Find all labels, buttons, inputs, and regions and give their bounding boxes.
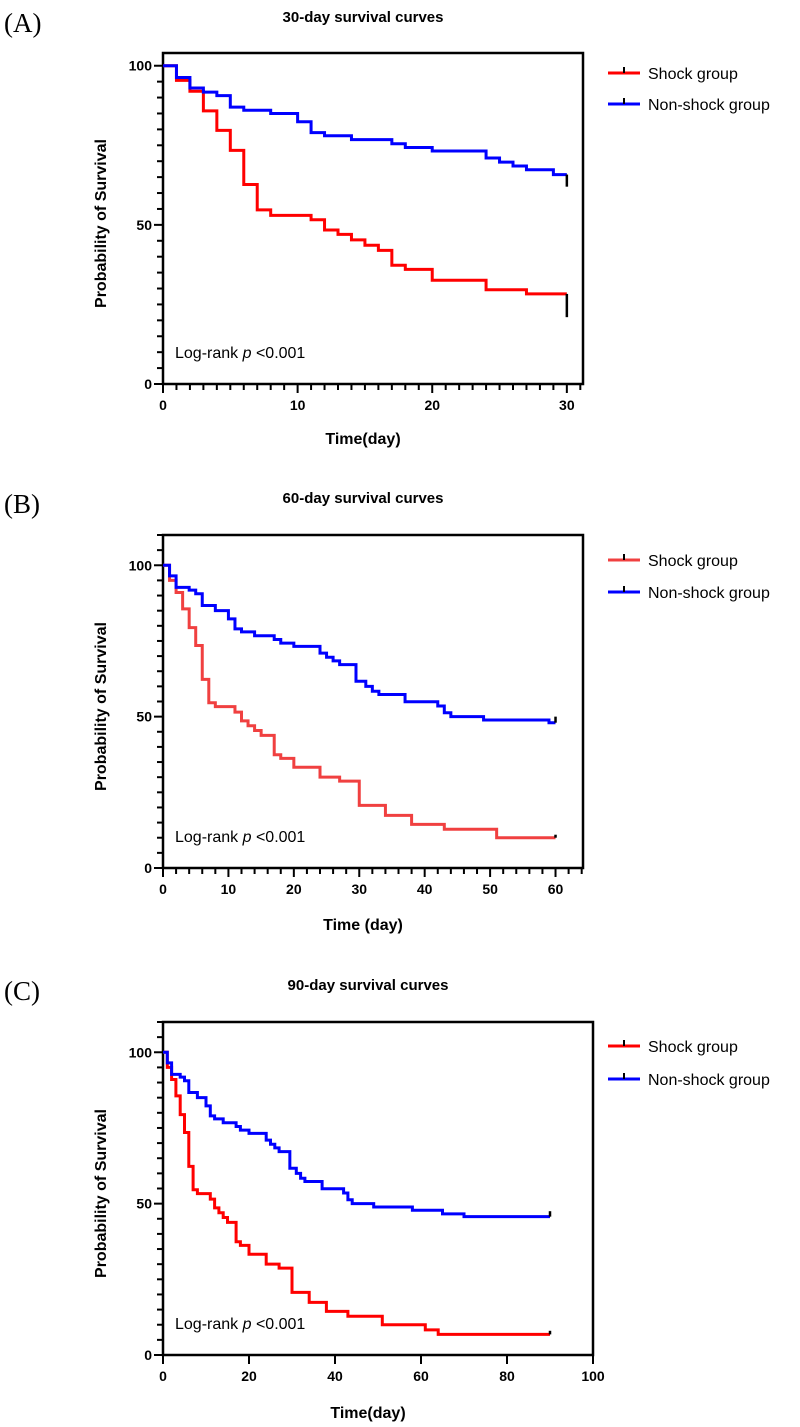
y-tick-label: 0 — [144, 376, 152, 392]
x-tick-label: 0 — [159, 1368, 167, 1384]
y-axis-label: Probability of Survival — [93, 139, 110, 308]
legend-label: Non-shock group — [648, 585, 770, 602]
survival-curve-non-shock — [163, 64, 567, 177]
survival-curve-shock — [163, 1050, 550, 1336]
survival-curve-shock — [163, 64, 567, 296]
y-tick-label: 100 — [129, 557, 153, 573]
x-tick-label: 80 — [499, 1368, 515, 1384]
legend-label: Shock group — [648, 553, 738, 570]
legend-label: Shock group — [648, 1039, 738, 1056]
panel-c: (C) 90-day survival curves 0 20 40 60 80 100 0 50… — [4, 976, 770, 1422]
plot-frame — [161, 51, 585, 386]
panel-b: (B) 60-day survival curves 0 10 20 30 40 50 60 0 5… — [4, 489, 770, 934]
x-tick-label: 60 — [413, 1368, 429, 1384]
x-axis-label: Time(day) — [330, 1405, 405, 1422]
logrank-annotation: Log-rank p <0.001 — [175, 829, 305, 846]
x-tick-label: 40 — [417, 881, 433, 897]
x-tick-label: 60 — [548, 881, 564, 897]
x-tick-label: 50 — [482, 881, 498, 897]
legend-label: Non-shock group — [648, 1072, 770, 1089]
plot-frame — [161, 1020, 595, 1357]
y-tick-label: 50 — [136, 1196, 152, 1212]
y-axis-label: Probability of Survival — [93, 622, 110, 791]
panel-label: (A) — [4, 8, 41, 38]
y-axis-label: Probability of Survival — [93, 1109, 110, 1278]
x-tick-label: 30 — [351, 881, 367, 897]
annotation-value: <0.001 — [252, 345, 306, 362]
x-tick-label: 0 — [159, 881, 167, 897]
panel-label: (B) — [4, 489, 40, 519]
chart-title: 60-day survival curves — [283, 490, 444, 507]
y-tick-label: 50 — [136, 709, 152, 725]
x-tick-label: 20 — [424, 397, 440, 413]
logrank-annotation: Log-rank p <0.001 — [175, 1316, 305, 1333]
x-tick-label: 0 — [159, 397, 167, 413]
x-tick-label: 100 — [581, 1368, 605, 1384]
y-tick-label: 50 — [136, 217, 152, 233]
x-tick-label: 20 — [241, 1368, 257, 1384]
survival-curve-shock — [163, 563, 556, 840]
chart-title: 90-day survival curves — [288, 977, 449, 994]
annotation-p: p — [242, 829, 252, 846]
y-tick-label: 0 — [144, 1347, 152, 1363]
y-tick-label: 100 — [129, 58, 153, 74]
annotation-prefix: Log-rank — [175, 829, 243, 846]
y-tick-label: 100 — [129, 1044, 153, 1060]
logrank-annotation: Log-rank p <0.001 — [175, 345, 305, 362]
x-axis-label: Time (day) — [323, 917, 403, 934]
legend-label: Shock group — [648, 66, 738, 83]
x-tick-label: 30 — [559, 397, 575, 413]
annotation-value: <0.001 — [252, 1316, 306, 1333]
x-tick-label: 10 — [221, 881, 237, 897]
survival-curve-non-shock — [163, 1050, 550, 1219]
chart-title: 30-day survival curves — [283, 9, 444, 26]
panel-a: (A) 30-day survival curves 0 10 20 30 0 50 100 Ti… — [4, 8, 770, 448]
annotation-prefix: Log-rank — [175, 345, 243, 362]
panel-label: (C) — [4, 976, 40, 1006]
annotation-p: p — [242, 1316, 252, 1333]
legend-label: Non-shock group — [648, 97, 770, 114]
survival-curve-non-shock — [163, 563, 556, 725]
x-tick-label: 40 — [327, 1368, 343, 1384]
plot-frame — [161, 533, 585, 870]
x-tick-label: 10 — [290, 397, 306, 413]
x-axis-label: Time(day) — [325, 431, 400, 448]
annotation-prefix: Log-rank — [175, 1316, 243, 1333]
annotation-p: p — [242, 345, 252, 362]
y-tick-label: 0 — [144, 860, 152, 876]
x-tick-label: 20 — [286, 881, 302, 897]
annotation-value: <0.001 — [252, 829, 306, 846]
